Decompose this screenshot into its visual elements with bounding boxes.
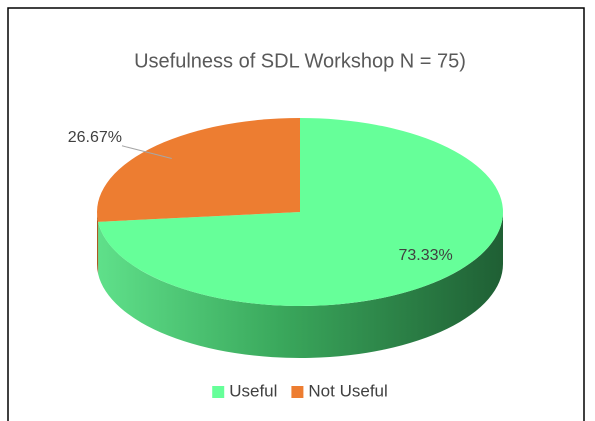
legend-swatch	[212, 386, 225, 398]
chart-border	[7, 7, 585, 421]
legend-label: Useful	[229, 381, 277, 400]
legend-label: Not Useful	[308, 381, 387, 400]
pie-side	[98, 212, 503, 359]
pie-side	[97, 212, 99, 274]
data-label: 73.33%	[398, 247, 452, 264]
pie-slice	[98, 118, 503, 306]
leader-line	[121, 145, 172, 160]
pie-slice	[96, 118, 300, 222]
legend-swatch	[291, 386, 304, 398]
data-label: 26.67%	[68, 129, 122, 146]
chart-title: Usefulness of SDL Workshop N = 75)	[134, 50, 466, 72]
